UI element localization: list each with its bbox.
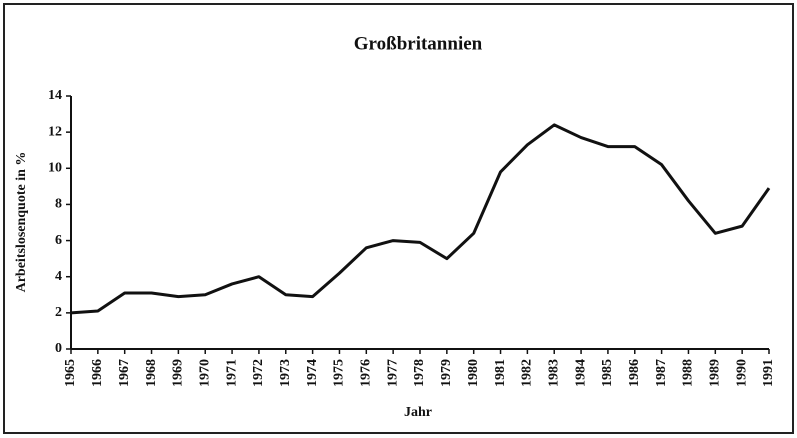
x-tick-label: 1980 <box>466 359 481 387</box>
x-tick-label: 1977 <box>385 359 400 387</box>
x-tick-label: 1967 <box>117 359 132 387</box>
x-tick-label: 1984 <box>573 359 588 387</box>
y-axis-label: Arbeitslosenquote in % <box>14 152 29 293</box>
x-tick-label: 1966 <box>90 359 105 387</box>
x-tick-label: 1968 <box>144 359 159 387</box>
y-tick-label: 8 <box>55 197 62 212</box>
x-tick-label: 1990 <box>734 359 749 387</box>
x-tick-label: 1973 <box>278 359 293 387</box>
x-tick-label: 1982 <box>520 359 535 387</box>
x-tick-label: 1965 <box>63 359 78 387</box>
line-series <box>70 123 771 315</box>
x-tick-label: 1983 <box>546 359 561 387</box>
x-tick-label: 1975 <box>332 359 347 387</box>
x-tick-label: 1969 <box>171 359 186 387</box>
x-tick-label: 1970 <box>197 359 212 387</box>
x-tick-label: 1991 <box>761 359 776 387</box>
x-tick-label: 1978 <box>412 359 427 387</box>
y-tick-label: 12 <box>48 124 62 139</box>
y-tick-label: 4 <box>55 269 62 284</box>
y-tick-label: 10 <box>48 161 62 176</box>
x-tick-label: 1987 <box>654 359 669 387</box>
chart-frame <box>3 3 794 434</box>
x-tick-label: 1985 <box>600 359 615 387</box>
y-tick-label: 2 <box>55 305 62 320</box>
chart-title: Großbritannien <box>354 33 483 54</box>
x-tick-label: 1986 <box>627 359 642 387</box>
x-tick-label: 1976 <box>359 359 374 387</box>
x-tick-label: 1972 <box>251 359 266 387</box>
y-tick-label: 0 <box>55 341 62 356</box>
x-tick-label: 1988 <box>681 359 696 387</box>
y-tick-label: 6 <box>55 233 62 248</box>
x-tick-label: 1979 <box>439 359 454 387</box>
x-tick-label: 1974 <box>305 359 320 387</box>
x-tick-label: 1981 <box>493 359 508 387</box>
x-tick-label: 1971 <box>224 359 239 387</box>
x-axis-label: Jahr <box>404 405 432 420</box>
x-tick-label: 1989 <box>708 359 723 387</box>
y-tick-label: 14 <box>48 88 62 103</box>
